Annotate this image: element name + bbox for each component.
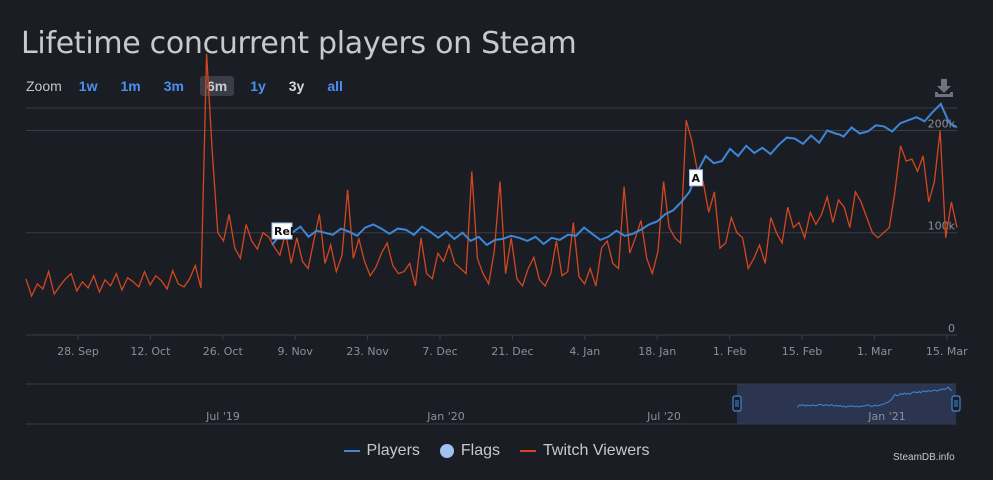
zoom-1w-button[interactable]: 1w [78, 78, 98, 94]
x-tick-label: 15. Feb [782, 345, 822, 358]
zoom-1m-button[interactable]: 1m [120, 78, 141, 94]
flags-layer: Rel A [271, 169, 703, 240]
legend-item-players[interactable]: Players [343, 442, 420, 460]
download-icon[interactable] [933, 77, 955, 99]
navigator-tick-label: Jan '20 [426, 410, 464, 423]
x-tick-label: 4. Jan [569, 345, 600, 358]
navigator-handle-right[interactable] [951, 395, 961, 412]
flag-label: A [691, 172, 700, 185]
x-tick-label: 15. Mar [926, 345, 968, 358]
x-tick-label: 1. Feb [713, 345, 746, 358]
legend-label-flags: Flags [460, 442, 501, 459]
flag-marker-rel: Rel [271, 222, 294, 240]
zoom-3y-button[interactable]: 3y [288, 78, 305, 94]
x-tick-label: 1. Mar [857, 345, 892, 358]
x-tick-label: 12. Oct [130, 345, 171, 358]
legend-item-flags[interactable]: Flags [439, 442, 501, 460]
navigator-tick-label: Jan '21 [867, 410, 905, 423]
page-title: Lifetime concurrent players on Steam [21, 26, 577, 61]
zoom-3m-button[interactable]: 3m [163, 78, 184, 94]
flags-legend-swatch [439, 444, 454, 458]
x-tick-label: 23. Nov [346, 345, 389, 358]
x-tick-label: 26. Oct [203, 345, 244, 358]
twitch-legend-swatch [520, 450, 537, 452]
legend-item-twitch[interactable]: Twitch Viewers [520, 442, 649, 460]
x-tick-label: 28. Sep [57, 345, 99, 358]
navigator-players-line [796, 386, 953, 408]
flag-label: Rel [274, 225, 294, 238]
navigator-tick-label: Jul '19 [205, 410, 240, 423]
zoom-1y-button[interactable]: 1y [250, 78, 266, 94]
x-axis-ticks: 28. Sep 12. Oct 26. Oct 9. Nov 23. Nov 7. Dec… [57, 335, 968, 358]
twitch-viewers-line [25, 53, 958, 298]
players-legend-swatch [343, 450, 360, 452]
x-tick-label: 21. Dec [491, 345, 533, 358]
y-tick-label: 0 [948, 322, 955, 335]
zoom-all-button[interactable]: all [327, 78, 343, 94]
grid-lines [26, 107, 957, 336]
navigator-handle-left[interactable] [732, 395, 742, 412]
players-line [271, 102, 958, 247]
x-tick-label: 9. Nov [277, 345, 313, 358]
series-layer [25, 53, 958, 298]
flag-marker-a: A [688, 169, 703, 187]
navigator-tick-label: Jul '20 [646, 410, 681, 423]
x-tick-label: 18. Jan [638, 345, 676, 358]
zoom-label: Zoom [26, 78, 62, 94]
credit-text: SteamDB.info [893, 452, 955, 463]
x-tick-label: 7. Dec [422, 345, 457, 358]
y-tick-label: 100k [928, 220, 956, 233]
legend-label-players: Players [366, 442, 420, 459]
navigator-selection [737, 384, 956, 424]
legend: Players Flags Twitch Viewers [0, 440, 993, 462]
navigator: Jul '19 Jan '20 Jul '20 Jan '21 [26, 383, 961, 425]
legend-label-twitch: Twitch Viewers [543, 442, 650, 459]
